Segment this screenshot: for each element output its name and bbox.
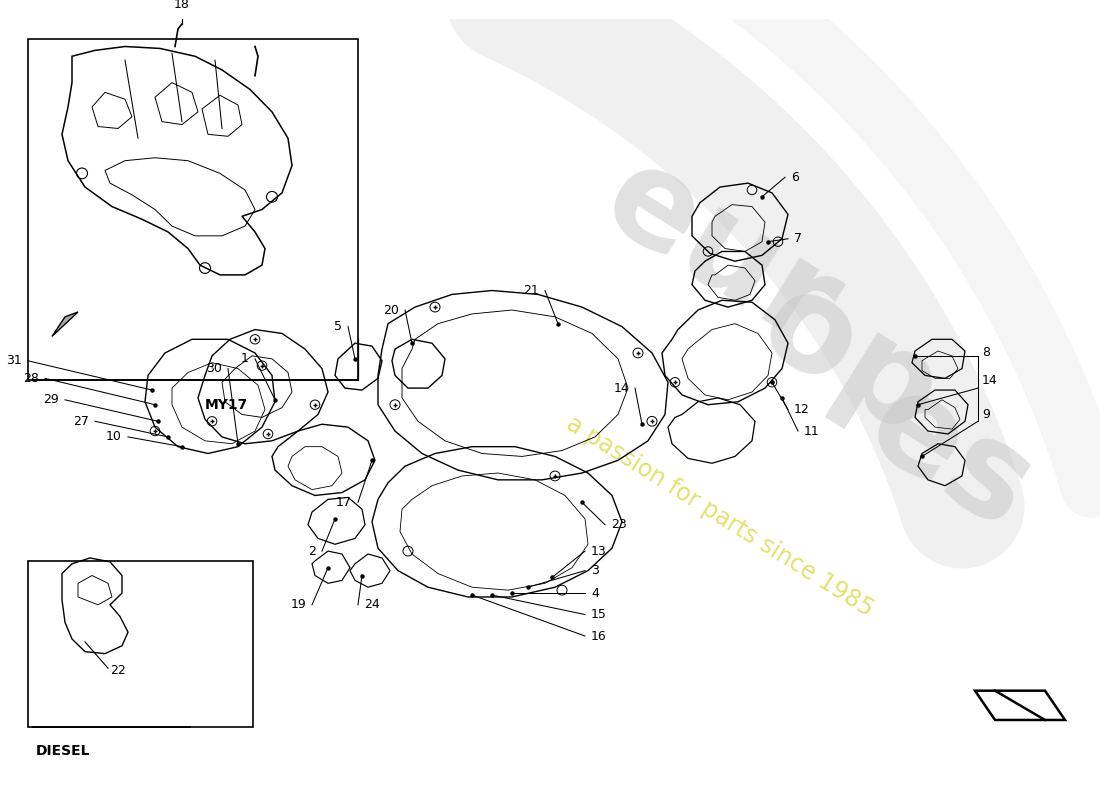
Text: 9: 9 (982, 408, 990, 421)
Polygon shape (52, 312, 78, 336)
Text: MY17: MY17 (205, 398, 248, 412)
FancyBboxPatch shape (28, 38, 358, 380)
Text: 13: 13 (591, 545, 607, 558)
Text: op: op (738, 258, 962, 464)
FancyBboxPatch shape (28, 561, 253, 726)
Text: 14: 14 (614, 382, 629, 394)
Text: 16: 16 (591, 630, 607, 642)
Text: 11: 11 (804, 425, 820, 438)
Text: 17: 17 (337, 496, 352, 509)
Text: 21: 21 (524, 284, 539, 297)
Text: 28: 28 (23, 372, 38, 385)
Text: 24: 24 (364, 598, 380, 611)
Text: 19: 19 (290, 598, 306, 611)
Text: 22: 22 (110, 664, 125, 677)
Text: 3: 3 (591, 564, 598, 577)
Text: 5: 5 (334, 320, 342, 333)
Text: DIESEL: DIESEL (36, 744, 90, 758)
Text: 12: 12 (794, 403, 810, 416)
Text: 1: 1 (241, 352, 249, 366)
Text: 15: 15 (591, 608, 607, 621)
Text: 30: 30 (206, 362, 222, 375)
Text: eur: eur (581, 134, 859, 373)
Text: 29: 29 (43, 394, 59, 406)
Text: 7: 7 (794, 232, 802, 246)
Text: 23: 23 (610, 518, 627, 531)
Text: es: es (845, 360, 1055, 557)
Text: 14: 14 (982, 374, 998, 386)
Text: 27: 27 (73, 414, 89, 428)
Text: 4: 4 (591, 586, 598, 599)
Text: 20: 20 (383, 303, 399, 317)
Text: 6: 6 (791, 170, 799, 184)
Text: 2: 2 (308, 545, 316, 558)
Text: a passion for parts since 1985: a passion for parts since 1985 (562, 412, 878, 622)
Text: 18: 18 (174, 0, 190, 11)
Text: 8: 8 (982, 346, 990, 359)
Text: 31: 31 (7, 354, 22, 367)
Text: 10: 10 (106, 430, 122, 443)
